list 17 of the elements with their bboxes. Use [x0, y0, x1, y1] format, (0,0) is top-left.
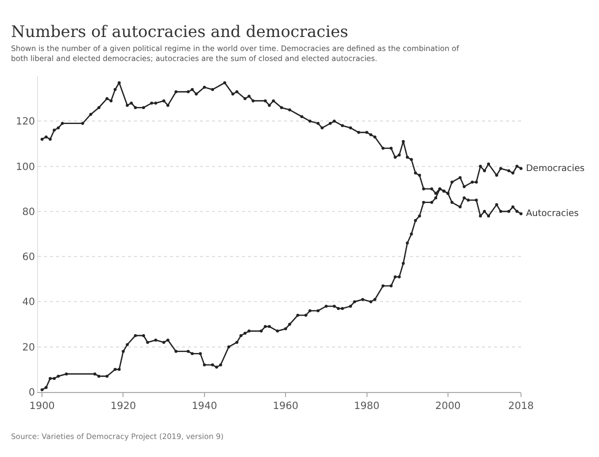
- x-tick-label: 1980: [354, 401, 380, 412]
- x-tick-label: 2000: [435, 401, 461, 412]
- x-tick-label: 1960: [272, 401, 298, 412]
- x-tick-label: 2018: [508, 401, 534, 412]
- y-tick-label: 80: [22, 206, 35, 218]
- x-tick-label: 1900: [29, 401, 55, 412]
- y-tick-label: 60: [22, 252, 35, 264]
- x-tick-label: 1920: [110, 401, 136, 412]
- y-tick-label: 40: [22, 297, 35, 308]
- chart-title: Numbers of autocracies and democracies: [11, 22, 348, 41]
- series-label: Autocracies: [526, 209, 580, 219]
- y-tick-label: 120: [16, 116, 35, 128]
- series-label: Democracies: [526, 164, 585, 174]
- y-tick-label: 20: [22, 342, 35, 354]
- y-tick-label: 100: [16, 162, 35, 173]
- x-tick-label: 1940: [192, 401, 218, 412]
- y-tick-label: 0: [28, 388, 35, 398]
